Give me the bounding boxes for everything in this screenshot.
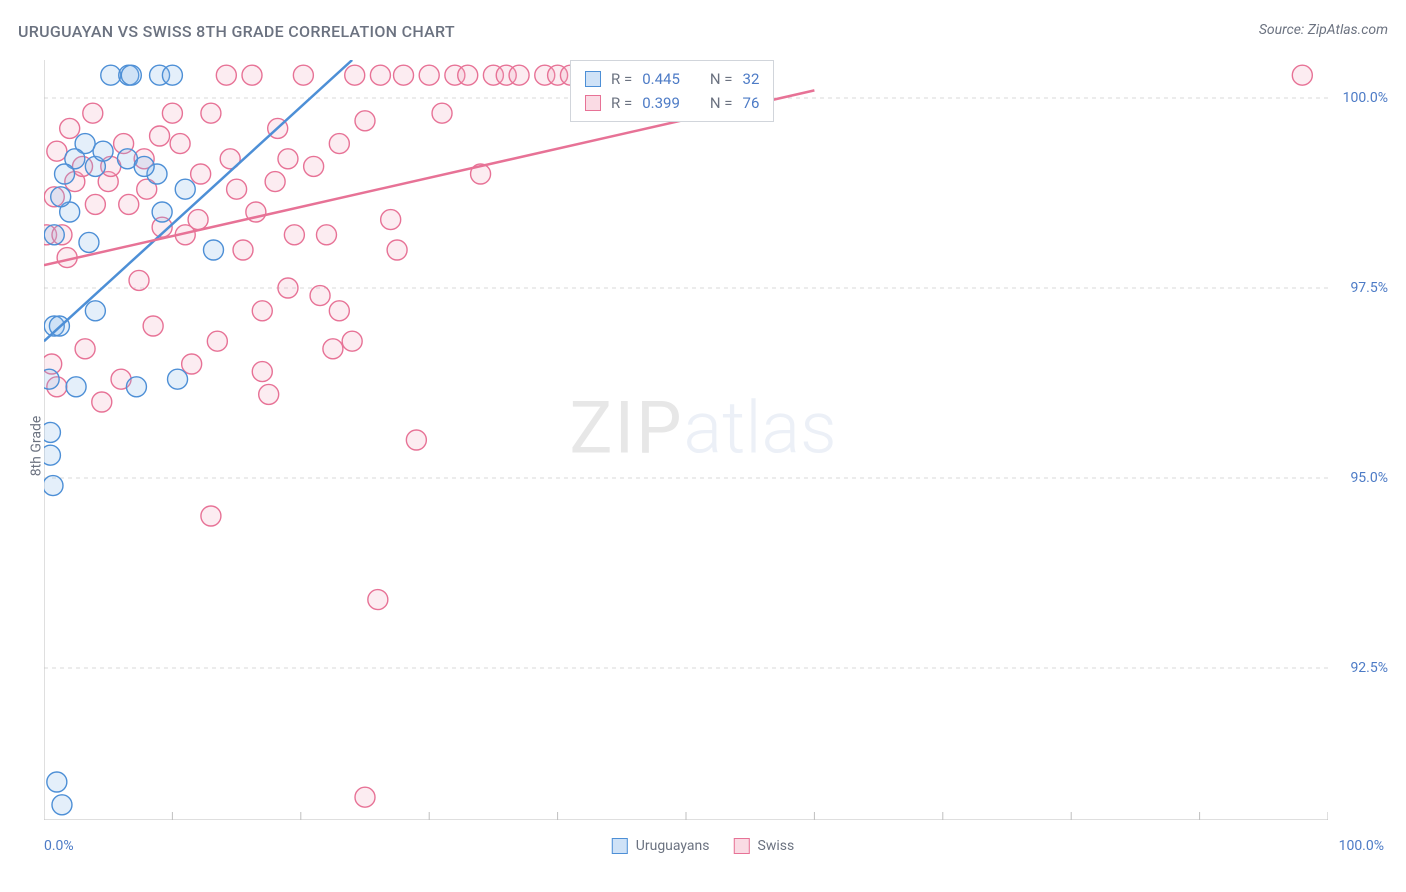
y-axis-label: 8th Grade [28, 416, 44, 477]
y-tick-label: 97.5% [1350, 280, 1388, 296]
legend: Uruguayans Swiss [612, 838, 794, 854]
legend-swatch-uruguayans [612, 838, 628, 854]
legend-label-swiss: Swiss [758, 838, 795, 854]
y-tick-label: 95.0% [1350, 470, 1388, 486]
stats-swatch-swiss [585, 95, 601, 111]
stats-r-value-0: 0.445 [642, 67, 680, 91]
source-attribution: Source: ZipAtlas.com [1259, 22, 1388, 38]
x-axis-min-label: 0.0% [44, 838, 74, 854]
stats-r-label-0: R = [611, 67, 632, 91]
stats-n-label-0: N = [710, 67, 733, 91]
plot-area [44, 60, 1328, 820]
stats-row-swiss: R = 0.399 N = 76 [585, 91, 759, 115]
stats-r-label-1: R = [611, 91, 632, 115]
legend-swatch-swiss [734, 838, 750, 854]
legend-item-swiss: Swiss [734, 838, 795, 854]
stats-r-value-1: 0.399 [642, 91, 680, 115]
chart-container: URUGUAYAN VS SWISS 8TH GRADE CORRELATION… [0, 0, 1406, 892]
chart-title: URUGUAYAN VS SWISS 8TH GRADE CORRELATION… [18, 22, 455, 41]
stats-n-value-0: 32 [743, 67, 760, 91]
stats-n-label-1: N = [710, 91, 733, 115]
stats-row-uruguayans: R = 0.445 N = 32 [585, 67, 759, 91]
legend-item-uruguayans: Uruguayans [612, 838, 710, 854]
stats-swatch-uruguayans [585, 71, 601, 87]
stats-box: R = 0.445 N = 32 R = 0.399 N = 76 [570, 60, 774, 122]
x-axis-max-label: 100.0% [1339, 838, 1384, 854]
y-tick-label: 92.5% [1350, 660, 1388, 676]
scatter-svg [44, 60, 1328, 820]
stats-n-value-1: 76 [743, 91, 760, 115]
y-tick-label: 100.0% [1343, 90, 1388, 106]
legend-label-uruguayans: Uruguayans [636, 838, 710, 854]
